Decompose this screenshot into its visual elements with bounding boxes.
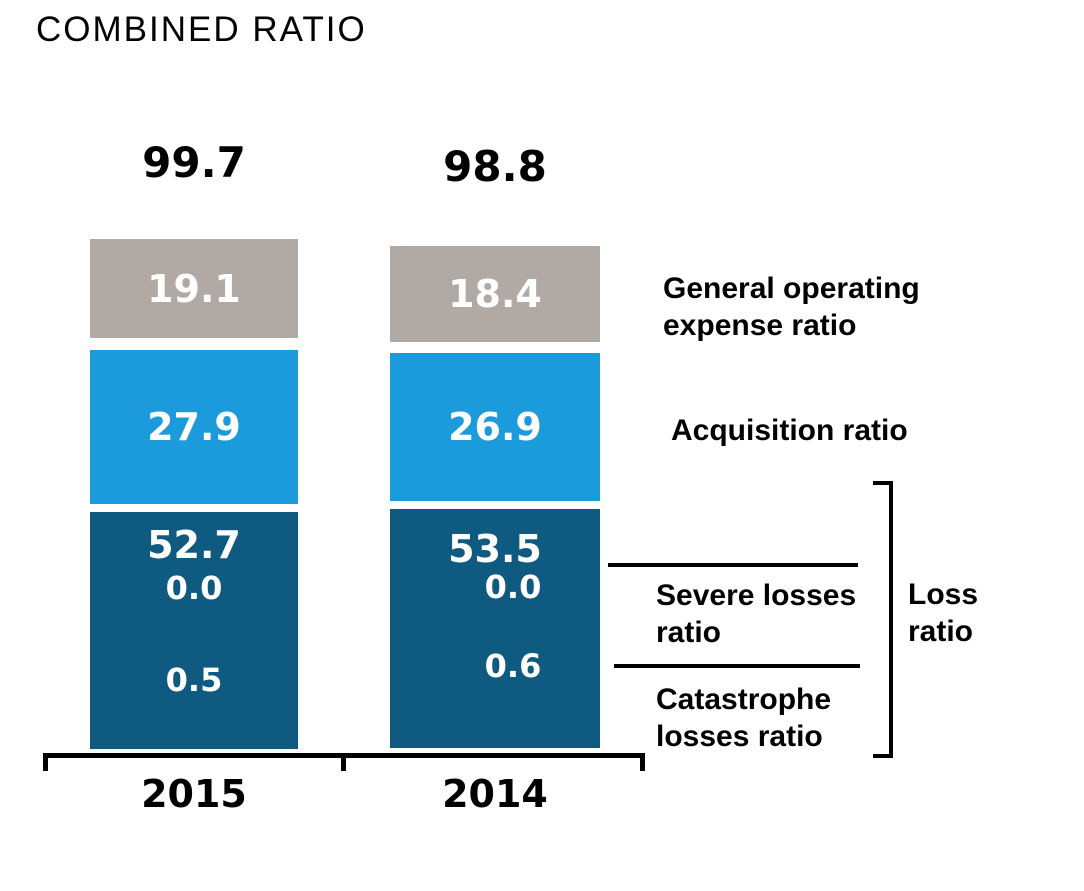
legend-severe-losses-ratio: Severe losses ratio bbox=[656, 579, 857, 649]
bar-2015-general-operating-expense-segment: 19.1 bbox=[90, 239, 298, 338]
total-label-2014: 98.8 bbox=[443, 142, 547, 191]
total-label-2015: 99.7 bbox=[142, 138, 246, 187]
catastrophe-losses-leader-line bbox=[614, 664, 860, 668]
category-label-2014: 2014 bbox=[442, 772, 548, 816]
bar-2015-acquisition-segment: 27.9 bbox=[90, 350, 298, 504]
loss-ratio-bracket bbox=[889, 481, 893, 758]
loss-ratio-bracket-bottom-arm bbox=[873, 754, 889, 758]
severe-losses-leader-line bbox=[608, 563, 858, 567]
catastrophe-losses-value-label: 0.6 bbox=[484, 647, 542, 685]
bar-2014-acquisition-segment: 26.9 bbox=[390, 353, 600, 501]
segment-value-label: 27.9 bbox=[147, 405, 241, 449]
legend-acquisition-ratio: Acquisition ratio bbox=[671, 414, 908, 447]
legend-catastrophe-losses-ratio: Catastrophe losses ratio bbox=[656, 683, 832, 753]
segment-value-label: 19.1 bbox=[147, 266, 241, 311]
severe-losses-value-label: 0.0 bbox=[484, 568, 542, 606]
severe-losses-value-label: 0.0 bbox=[165, 569, 223, 607]
x-axis-tick bbox=[640, 753, 645, 771]
bar-2014-general-operating-expense-segment: 18.4 bbox=[390, 246, 600, 342]
loss-ratio-bracket-top-arm bbox=[873, 481, 889, 485]
x-axis-tick bbox=[43, 753, 48, 771]
bar-2015-loss-segment: 52.7 0.0 0.5 bbox=[90, 512, 298, 749]
category-label-2015: 2015 bbox=[141, 772, 247, 816]
segment-value-label: 26.9 bbox=[448, 405, 542, 449]
segment-value-label: 18.4 bbox=[448, 272, 542, 316]
page-title: COMBINED RATIO bbox=[36, 10, 367, 49]
catastrophe-losses-value-label: 0.5 bbox=[165, 661, 223, 699]
bar-2014-loss-segment: 53.5 0.0 0.6 bbox=[390, 509, 600, 748]
loss-ratio-value-label: 52.7 bbox=[147, 523, 241, 567]
loss-ratio-value-label: 53.5 bbox=[448, 527, 542, 571]
x-axis-tick bbox=[341, 753, 346, 771]
legend-loss-ratio: Loss ratio bbox=[908, 578, 979, 648]
legend-general-operating-expense-ratio: General operating expense ratio bbox=[663, 272, 920, 342]
